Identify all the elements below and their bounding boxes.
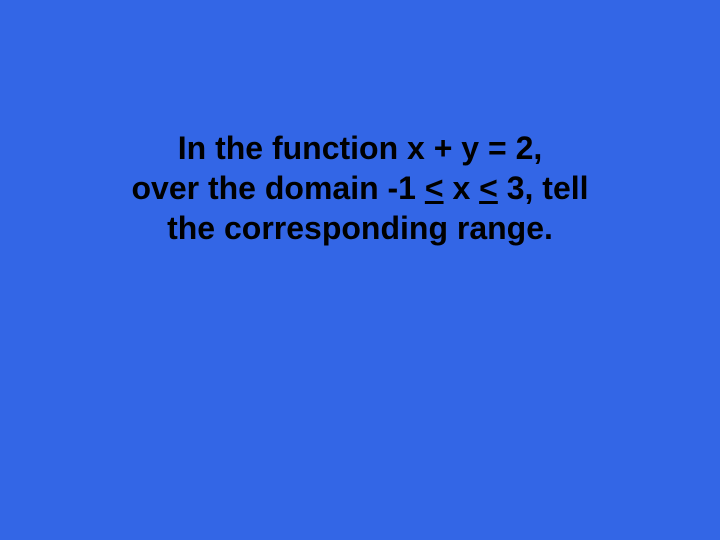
text-line-1: In the function x + y = 2, <box>178 128 543 168</box>
line1-text: In the function x + y = 2, <box>178 130 543 166</box>
text-line-2: over the domain -1 < x < 3, tell <box>131 168 588 208</box>
lte-symbol-2: < <box>479 170 498 206</box>
line2-part-b: x <box>444 170 480 206</box>
line3-text: the corresponding range. <box>167 210 553 246</box>
text-line-3: the corresponding range. <box>167 208 553 248</box>
slide: In the function x + y = 2, over the doma… <box>0 0 720 540</box>
line2-part-c: 3, tell <box>498 170 589 206</box>
lte-symbol-1: < <box>425 170 444 206</box>
line2-part-a: over the domain -1 <box>131 170 424 206</box>
